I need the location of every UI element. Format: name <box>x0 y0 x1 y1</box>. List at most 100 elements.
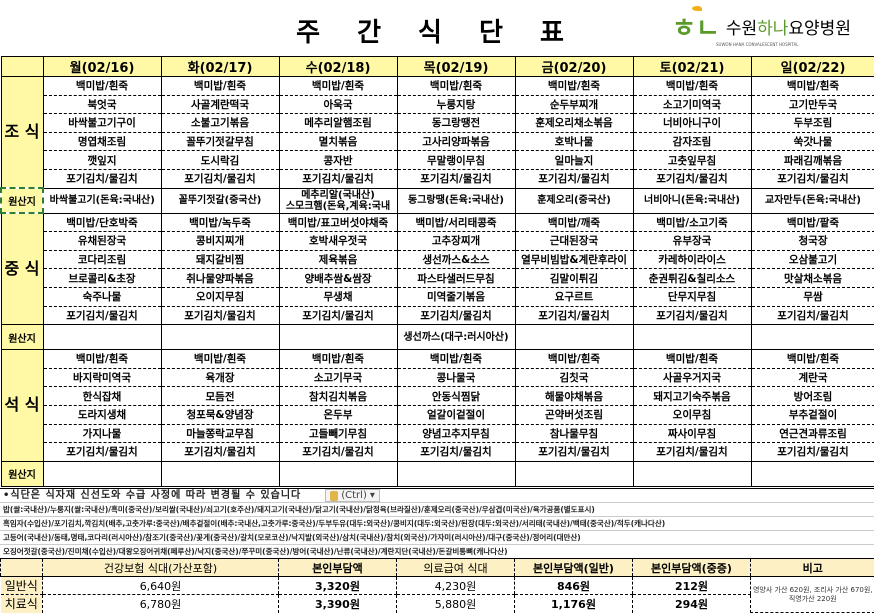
menu-item: 사골우거지국 <box>633 368 751 387</box>
menu-item: 돼지갈비찜 <box>161 250 279 269</box>
cost-header: 비고 <box>751 559 874 577</box>
menu-item: 브로콜리&초장 <box>43 269 161 288</box>
menu-item: 쑥갓나물 <box>751 132 874 151</box>
origin-cell: 바싹불고기(돈육:국내산) <box>43 188 161 213</box>
menu-item: 바싹불고기구이 <box>43 114 161 133</box>
day-header: 목(02/19) <box>397 57 515 77</box>
menu-item: 고사리양파볶음 <box>397 132 515 151</box>
meal-label: 석 식 <box>1 350 43 462</box>
menu-item: 취나물양파볶음 <box>161 269 279 288</box>
clipboard-icon <box>330 491 338 501</box>
menu-item: 얼갈이겉절이 <box>397 405 515 424</box>
menu-item: 고들빼기무침 <box>279 424 397 443</box>
menu-item: 유부장국 <box>633 232 751 251</box>
paste-options-button[interactable]: (Ctrl)▾ <box>325 489 380 502</box>
origin-label: 원산지 <box>1 461 43 486</box>
menu-item: 참나물무침 <box>515 424 633 443</box>
cost-value: 3,320원 <box>279 577 397 595</box>
corner-cell <box>1 57 43 77</box>
origin-cell <box>279 325 397 350</box>
menu-item: 훈제오리채소볶음 <box>515 114 633 133</box>
note-line: 밥(쌀:국내산)/누룽지(쌀:국내산)/흑미(중국산)/보리쌀(국내산)/쇠고기… <box>3 503 595 517</box>
menu-item: 백미밥/흰죽 <box>397 350 515 369</box>
note-line-row: 오징어젓갈(중국산)/진미채(수입산)/대왕오징어귀채(페루산)/낙지(중국산)… <box>0 545 874 559</box>
menu-item: 포기김치/물김치 <box>43 443 161 462</box>
menu-item: 명엽채조림 <box>43 132 161 151</box>
menu-item: 포기김치/물김치 <box>515 169 633 188</box>
menu-item: 모듬전 <box>161 387 279 406</box>
menu-item: 백미밥/표고버섯야채죽 <box>279 213 397 232</box>
note-line: 흑임자(수입산)/포기김치,깍김치(배추,고춧가루:중국산)/배추겉절이(배추:… <box>3 517 665 531</box>
menu-item: 백미밥/흰죽 <box>161 77 279 96</box>
menu-item: 양념고추지무침 <box>397 424 515 443</box>
menu-item: 포기김치/물김치 <box>633 306 751 325</box>
menu-item: 백미밥/흰죽 <box>515 350 633 369</box>
menu-item: 방어조림 <box>751 387 874 406</box>
menu-item: 김말이튀김 <box>515 269 633 288</box>
page-title: 주 간 식 단 표 <box>296 12 578 49</box>
menu-item: 백미밥/흰죽 <box>279 350 397 369</box>
menu-item: 백미밥/흰죽 <box>161 350 279 369</box>
origin-cell <box>161 461 279 486</box>
day-header: 수(02/18) <box>279 57 397 77</box>
cost-value: 294원 <box>633 595 751 613</box>
menu-item: 포기김치/물김치 <box>751 169 874 188</box>
menu-item: 멸치볶음 <box>279 132 397 151</box>
menu-item: 깻잎지 <box>43 151 161 170</box>
menu-item: 요구르트 <box>515 287 633 306</box>
menu-item: 온두부 <box>279 405 397 424</box>
menu-item: 부추겉절이 <box>751 405 874 424</box>
menu-item: 연근견과류조림 <box>751 424 874 443</box>
origin-row: 원산지 <box>1 461 874 486</box>
menu-item: 짜사이무침 <box>633 424 751 443</box>
menu-item: 고기만두국 <box>751 95 874 114</box>
origin-label: 원산지 <box>1 188 43 213</box>
menu-item: 포기김치/물김치 <box>43 306 161 325</box>
menu-item: 호박나물 <box>515 132 633 151</box>
menu-item: 백미밥/녹두죽 <box>161 213 279 232</box>
origin-cell <box>279 461 397 486</box>
menu-item: 백미밥/깨죽 <box>515 213 633 232</box>
cost-value: 846원 <box>515 577 633 595</box>
menu-item: 한식잡채 <box>43 387 161 406</box>
menu-item: 백미밥/흰죽 <box>633 350 751 369</box>
menu-item: 파스타샐러드무침 <box>397 269 515 288</box>
menu-item: 참치김치볶음 <box>279 387 397 406</box>
menu-item: 청포묵&양념장 <box>161 405 279 424</box>
cost-remark: 영양사 가산 620원, 조리사 가산 670원, 직영가산 220원 <box>751 577 874 613</box>
menu-item: 백미밥/흰죽 <box>279 77 397 96</box>
origin-cell <box>161 325 279 350</box>
note-line-row: 흑임자(수입산)/포기김치,깍김치(배추,고춧가루:중국산)/배추겉절이(배추:… <box>0 517 874 531</box>
logo-name: 수원하나요양병원 <box>726 14 851 39</box>
menu-item: 포기김치/물김치 <box>397 306 515 325</box>
note-line-row: •식단은 식자재 신선도와 수급 사정에 따라 변경될 수 있습니다(Ctrl)… <box>0 489 874 503</box>
note-line: 고등어(국내산)/동태,명태,코다리(러시아산)/참조기(중국산)/꽃게(중국산… <box>3 531 581 545</box>
menu-item: 포기김치/물김치 <box>161 306 279 325</box>
note-line-row: 고등어(국내산)/동태,명태,코다리(러시아산)/참조기(중국산)/꽃게(중국산… <box>0 531 874 545</box>
menu-item: 코다리조림 <box>43 250 161 269</box>
cost-value: 3,390원 <box>279 595 397 613</box>
menu-item: 춘권튀김&칠리소스 <box>633 269 751 288</box>
menu-item: 일마늘지 <box>515 151 633 170</box>
menu-item: 오이지무침 <box>161 287 279 306</box>
menu-item: 백미밥/흰죽 <box>397 77 515 96</box>
menu-item: 단무지무침 <box>633 287 751 306</box>
origin-cell: 꼴뚜기젓갈(중국산) <box>161 188 279 213</box>
menu-item: 오삼불고기 <box>751 250 874 269</box>
menu-item: 포기김치/물김치 <box>751 443 874 462</box>
menu-item: 포기김치/물김치 <box>397 443 515 462</box>
menu-item: 포기김치/물김치 <box>515 443 633 462</box>
menu-item: 카레하이라이스 <box>633 250 751 269</box>
menu-item: 포기김치/물김치 <box>397 169 515 188</box>
menu-item: 육개장 <box>161 368 279 387</box>
chevron-down-icon: ▾ <box>370 490 375 501</box>
